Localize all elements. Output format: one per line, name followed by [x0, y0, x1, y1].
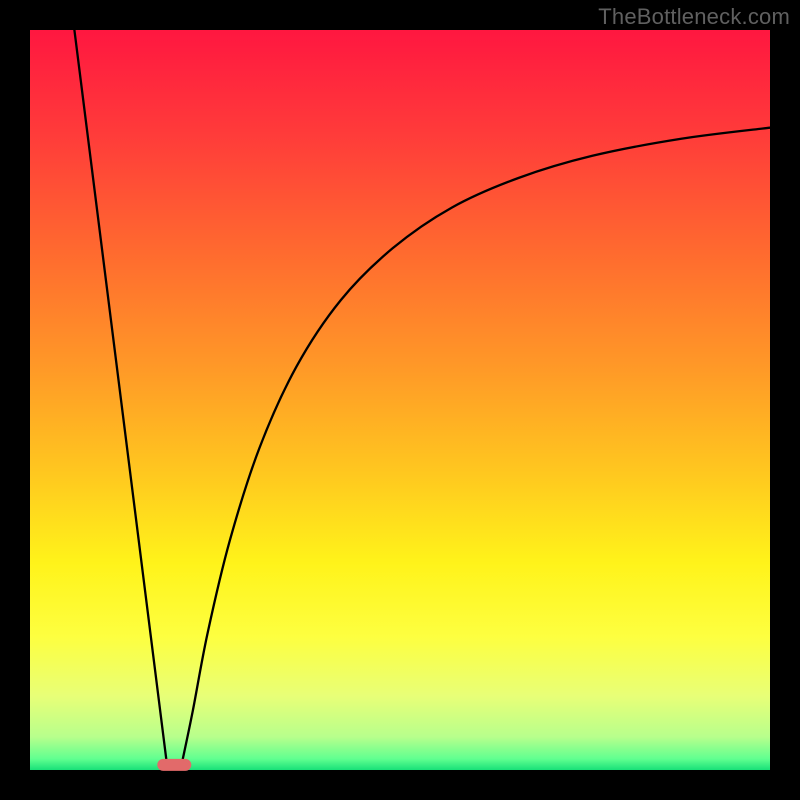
bottleneck-chart [0, 0, 800, 800]
bottleneck-marker [157, 759, 191, 771]
chart-container: TheBottleneck.com [0, 0, 800, 800]
watermark-text: TheBottleneck.com [598, 4, 790, 30]
plot-background [30, 30, 770, 770]
